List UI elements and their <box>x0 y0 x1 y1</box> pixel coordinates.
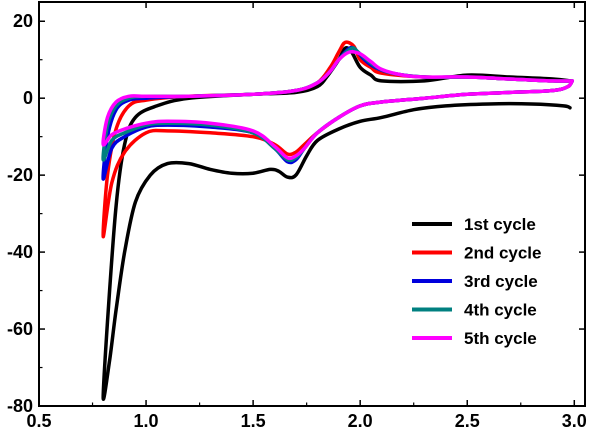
legend-label-3: 3rd cycle <box>464 272 538 291</box>
x-tick-label: 2.0 <box>348 411 373 431</box>
series-line-3 <box>101 45 574 181</box>
series-layer <box>101 40 574 401</box>
y-tick-label: -40 <box>7 242 33 262</box>
series-line-2 <box>101 40 574 239</box>
axis-ticks: 0.5 1.0 1.5 2.0 2.5 3.0 20 0 -20 -40 -60 -80 <box>7 2 587 431</box>
series-line-5 <box>101 49 574 161</box>
y-tick-label: 20 <box>13 11 33 31</box>
y-tick-label: -60 <box>7 319 33 339</box>
y-tick-label: -80 <box>7 396 33 416</box>
y-tick-label: -20 <box>7 165 33 185</box>
y-tick-label: 0 <box>23 88 33 108</box>
x-tick-label: 1.0 <box>134 411 159 431</box>
legend: 1st cycle 2nd cycle 3rd cycle 4th cycle 5th … <box>412 215 542 348</box>
x-tick-label: 1.5 <box>241 411 266 431</box>
legend-label-2: 2nd cycle <box>464 244 542 263</box>
x-tick-label: 2.5 <box>455 411 480 431</box>
x-tick-label: 3.0 <box>562 411 587 431</box>
legend-label-1: 1st cycle <box>464 215 536 234</box>
series-line-1 <box>101 46 572 401</box>
legend-label-5: 5th cycle <box>464 329 537 348</box>
x-tick-label: 0.5 <box>26 411 51 431</box>
plot-frame <box>38 1 586 407</box>
legend-label-4: 4th cycle <box>464 301 537 320</box>
